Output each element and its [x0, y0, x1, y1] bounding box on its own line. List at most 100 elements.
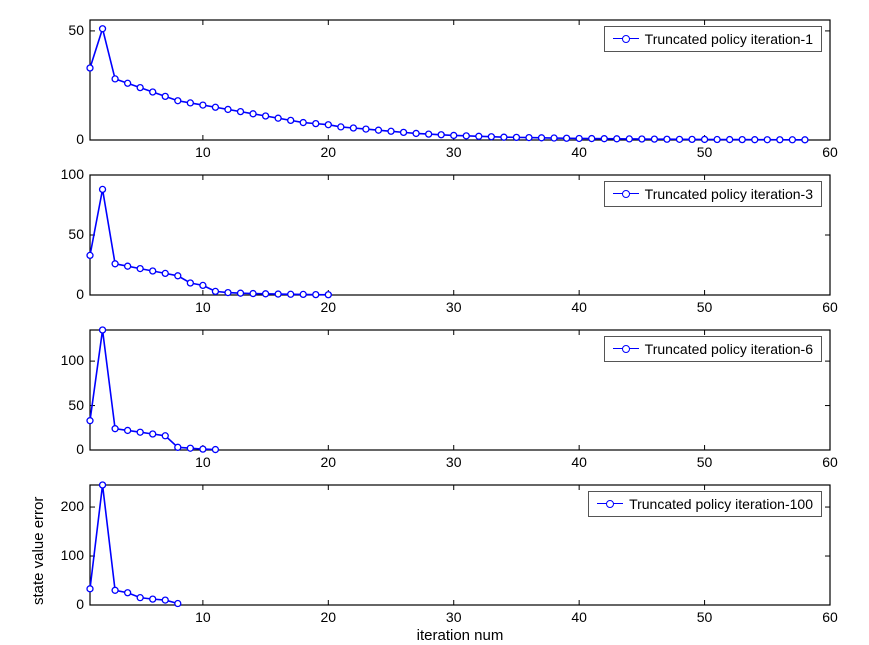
- series-marker: [614, 136, 620, 142]
- xtick-label: 20: [318, 454, 338, 470]
- xtick-label: 60: [820, 144, 840, 160]
- series-marker: [263, 113, 269, 119]
- series-marker: [175, 444, 181, 450]
- series-marker: [777, 137, 783, 143]
- legend: Truncated policy iteration-3: [604, 181, 822, 207]
- series-marker: [212, 447, 218, 453]
- series-marker: [764, 137, 770, 143]
- series-marker: [200, 446, 206, 452]
- series-marker: [639, 136, 645, 142]
- legend: Truncated policy iteration-1: [604, 26, 822, 52]
- series-marker: [275, 291, 281, 297]
- xtick-label: 20: [318, 299, 338, 315]
- figure: 10 20 30 40 50 60 0 50 Truncated policy iteratio…: [0, 0, 869, 645]
- ytick-label: 50: [68, 22, 84, 38]
- series-marker: [288, 117, 294, 123]
- series-marker: [175, 98, 181, 104]
- series-marker: [551, 135, 557, 141]
- legend-label: Truncated policy iteration-6: [645, 341, 813, 357]
- y-axis-label: state value error: [30, 497, 47, 605]
- series-marker: [200, 282, 206, 288]
- series-marker: [150, 89, 156, 95]
- series-marker: [112, 587, 118, 593]
- ytick-label: 100: [61, 547, 84, 563]
- series-marker: [388, 128, 394, 134]
- xtick-label: 40: [569, 299, 589, 315]
- series-marker: [100, 26, 106, 32]
- series-marker: [601, 136, 607, 142]
- ytick-label: 50: [68, 397, 84, 413]
- series-marker: [338, 124, 344, 130]
- series-marker: [212, 104, 218, 110]
- series-marker: [463, 133, 469, 139]
- series-marker: [137, 429, 143, 435]
- series-marker: [125, 80, 131, 86]
- series-marker: [451, 132, 457, 138]
- x-axis-label: iteration num: [90, 627, 830, 644]
- xtick-label: 40: [569, 609, 589, 625]
- series-marker: [300, 291, 306, 297]
- series-marker: [100, 186, 106, 192]
- ytick-label: 50: [68, 226, 84, 242]
- series-marker: [288, 291, 294, 297]
- series-marker: [100, 482, 106, 488]
- series-marker: [664, 136, 670, 142]
- series-marker: [501, 134, 507, 140]
- xtick-label: 60: [820, 454, 840, 470]
- series-marker: [175, 273, 181, 279]
- series-marker: [413, 130, 419, 136]
- xtick-label: 30: [444, 454, 464, 470]
- series-marker: [651, 136, 657, 142]
- xtick-label: 30: [444, 609, 464, 625]
- series-marker: [187, 445, 193, 451]
- series-marker: [275, 115, 281, 121]
- series-marker: [438, 132, 444, 138]
- series-marker: [313, 292, 319, 298]
- series-marker: [325, 122, 331, 128]
- series-marker: [162, 597, 168, 603]
- series-marker: [112, 76, 118, 82]
- series-marker: [187, 280, 193, 286]
- xtick-label: 50: [695, 299, 715, 315]
- series-marker: [87, 252, 93, 258]
- series-marker: [676, 136, 682, 142]
- series-marker: [150, 431, 156, 437]
- xtick-label: 40: [569, 454, 589, 470]
- series-marker: [476, 133, 482, 139]
- series-marker: [125, 427, 131, 433]
- series-marker: [100, 327, 106, 333]
- series-marker: [727, 137, 733, 143]
- series-marker: [87, 65, 93, 71]
- series-line: [90, 189, 328, 294]
- xtick-label: 50: [695, 609, 715, 625]
- series-marker: [488, 134, 494, 140]
- ytick-label: 0: [76, 286, 84, 302]
- legend-swatch: [613, 187, 639, 201]
- series-marker: [137, 85, 143, 91]
- series-marker: [250, 111, 256, 117]
- series-marker: [125, 263, 131, 269]
- series-line: [90, 485, 178, 604]
- series-marker: [576, 135, 582, 141]
- xtick-label: 10: [193, 299, 213, 315]
- series-marker: [137, 266, 143, 272]
- legend-swatch: [613, 32, 639, 46]
- series-marker: [325, 292, 331, 298]
- series-marker: [162, 93, 168, 99]
- legend-swatch: [597, 497, 623, 511]
- series-marker: [150, 268, 156, 274]
- legend: Truncated policy iteration-6: [604, 336, 822, 362]
- legend-label: Truncated policy iteration-3: [645, 186, 813, 202]
- series-marker: [689, 136, 695, 142]
- legend: Truncated policy iteration-100: [588, 491, 822, 517]
- ytick-label: 0: [76, 441, 84, 457]
- legend-label: Truncated policy iteration-100: [629, 496, 813, 512]
- series-marker: [150, 596, 156, 602]
- series-marker: [539, 135, 545, 141]
- series-marker: [714, 137, 720, 143]
- xtick-label: 60: [820, 299, 840, 315]
- ytick-label: 100: [61, 166, 84, 182]
- series-marker: [401, 129, 407, 135]
- series-marker: [789, 137, 795, 143]
- chart-svg: [0, 0, 869, 645]
